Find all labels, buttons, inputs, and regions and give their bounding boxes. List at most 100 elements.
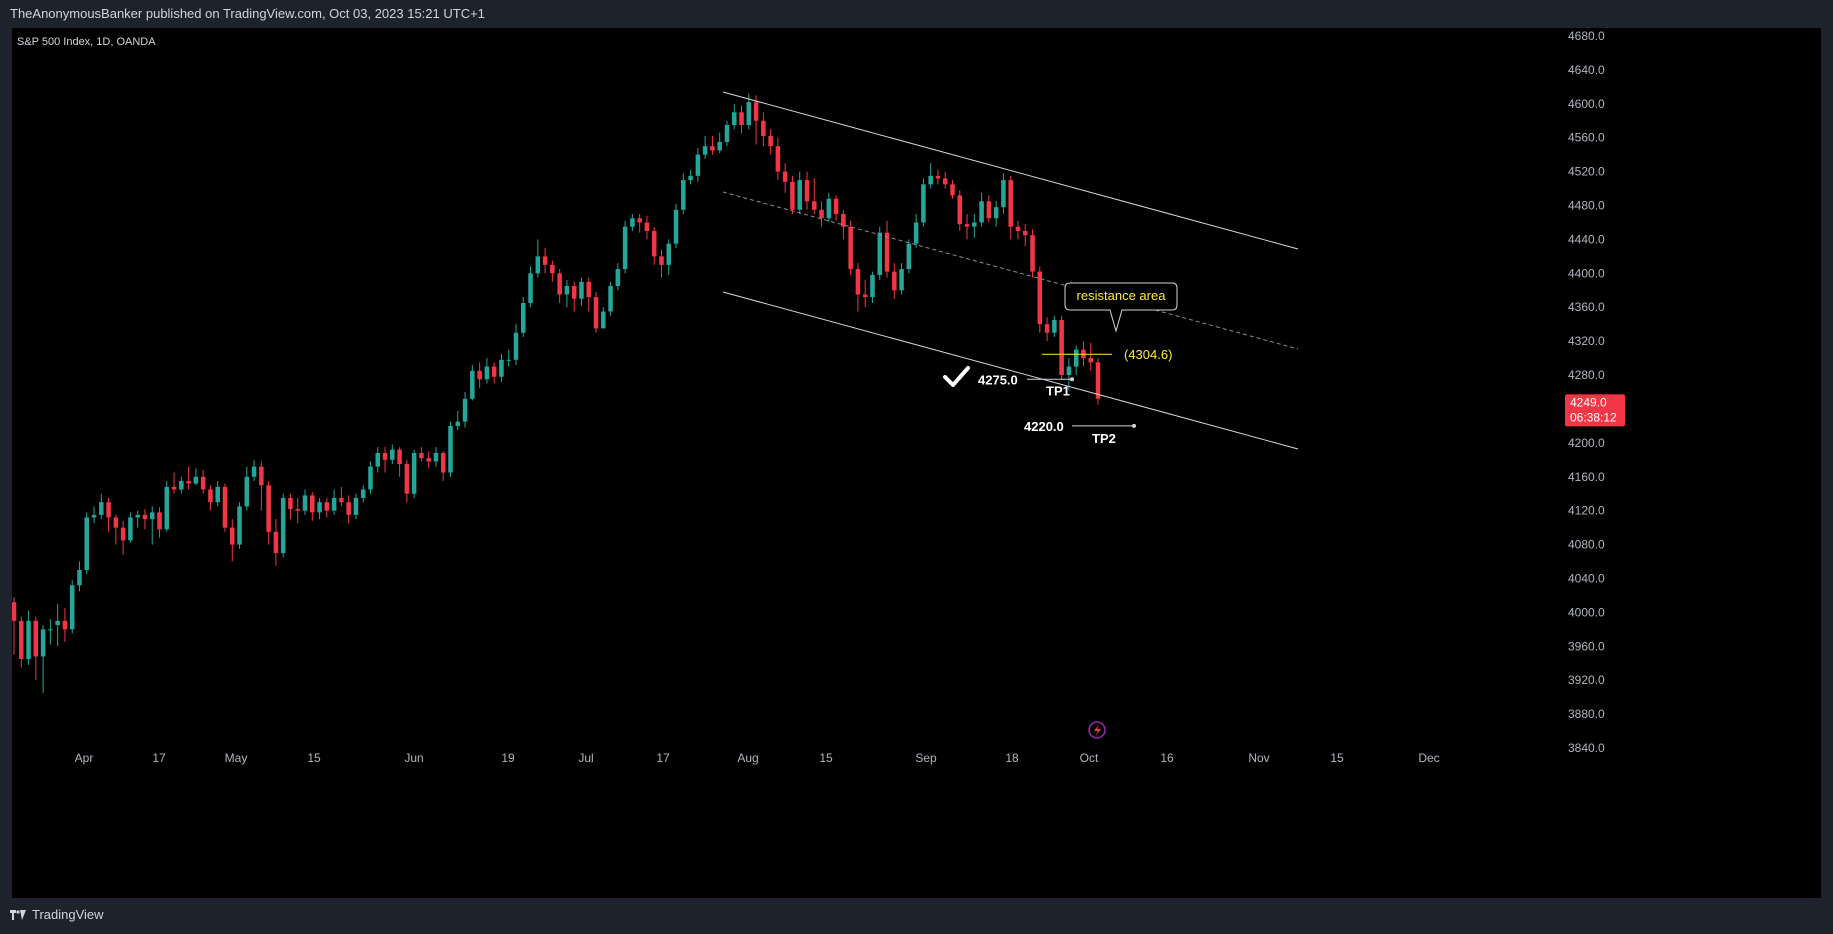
resistance-price-label: (4304.6)	[1124, 347, 1172, 362]
candle-body	[317, 502, 322, 513]
price-chart[interactable]: S&P 500 Index, 1D, OANDA 4680.0 4640.0 460…	[11, 28, 1821, 898]
y-tick-label: 4520.0	[1568, 165, 1605, 179]
candle-body	[491, 366, 497, 377]
candle-body	[339, 497, 344, 503]
candle-body	[637, 218, 642, 223]
y-tick-label: 4560.0	[1568, 131, 1605, 145]
x-tick-label: 15	[1330, 751, 1344, 765]
candle-body	[855, 269, 861, 295]
candle-body	[579, 281, 584, 299]
candle-body	[295, 508, 300, 511]
candle-body	[753, 102, 759, 121]
y-tick-label: 3840.0	[1568, 741, 1605, 755]
channel-lower-line	[722, 291, 1299, 450]
candle-body	[804, 180, 810, 202]
symbol-label: S&P 500 Index, 1D, OANDA	[17, 36, 156, 48]
tradingview-logo[interactable]: TradingView	[10, 907, 104, 922]
candle-body	[99, 502, 104, 515]
candle-body	[819, 209, 824, 219]
candle-body	[921, 184, 926, 223]
candle-body	[622, 226, 628, 270]
candle-body	[48, 629, 53, 631]
candle-body	[957, 195, 963, 225]
candle-body	[113, 517, 119, 528]
x-tick-label: 19	[501, 751, 515, 765]
x-tick-label: 15	[819, 751, 833, 765]
candle-body	[710, 146, 715, 151]
candle-body	[280, 497, 286, 554]
candle-body	[171, 486, 177, 490]
candle-body	[368, 466, 373, 490]
candle-body	[950, 184, 955, 196]
candle-body	[761, 120, 766, 137]
candle-body	[302, 495, 308, 511]
candle-body	[695, 154, 701, 176]
candle-body	[862, 294, 868, 298]
y-tick-label: 4200.0	[1568, 436, 1605, 450]
candle-body	[33, 620, 39, 657]
tp2-label: TP2	[1092, 431, 1116, 446]
x-tick-label: 16	[1160, 751, 1174, 765]
current-price-label: 4249.0	[1570, 395, 1607, 409]
candle-body	[513, 332, 519, 360]
candle-body	[506, 359, 511, 361]
y-tick-label: 4360.0	[1568, 300, 1605, 314]
checkmark-icon	[943, 366, 970, 387]
x-tick-label: Nov	[1248, 751, 1269, 765]
candle-body	[993, 207, 999, 219]
x-tick-label: Oct	[1080, 751, 1099, 765]
candle-body	[353, 497, 359, 515]
tp2-price-label: 4220.0	[1024, 419, 1064, 434]
candle-body	[142, 514, 148, 520]
x-tick-label: Apr	[75, 751, 94, 765]
candle-body	[411, 453, 417, 494]
candle-body	[477, 370, 482, 380]
candle-body	[630, 218, 635, 227]
candle-body	[986, 201, 992, 219]
candle-body	[848, 226, 853, 270]
candle-body	[535, 256, 541, 274]
lightning-bolt-icon	[1094, 724, 1101, 737]
candle-body	[521, 303, 526, 333]
candle-body	[106, 502, 111, 518]
candle-body	[273, 531, 279, 554]
y-tick-label: 4440.0	[1568, 232, 1605, 246]
candle-body	[200, 476, 206, 490]
candle-body	[26, 620, 31, 659]
candle-body	[724, 125, 730, 142]
candle-body	[19, 620, 24, 659]
candle-body	[746, 102, 752, 125]
chart-area[interactable]: S&P 500 Index, 1D, OANDA 4680.0 4640.0 460…	[11, 28, 1821, 898]
resistance-callout-text: resistance area	[1077, 288, 1167, 303]
candle-body	[62, 620, 68, 630]
candle-body	[775, 146, 781, 172]
candle-body	[928, 175, 933, 185]
channel-upper-line	[722, 91, 1299, 250]
current-price-badge	[1565, 394, 1625, 427]
candle-body	[972, 222, 977, 227]
candle-body	[179, 481, 184, 490]
candle-body	[906, 243, 912, 270]
candle-body	[651, 230, 657, 257]
channel-lines	[722, 91, 1299, 450]
candle-body	[812, 201, 817, 210]
candle-body	[1052, 319, 1057, 333]
published-text: TheAnonymousBanker published on TradingV…	[10, 6, 485, 21]
published-header: TheAnonymousBanker published on TradingV…	[0, 0, 1833, 28]
candle-body	[186, 481, 191, 484]
candle-body	[790, 181, 795, 210]
candle-body	[702, 146, 708, 155]
candle-body	[433, 453, 439, 462]
y-tick-label: 4000.0	[1568, 605, 1605, 619]
candle-body	[259, 466, 264, 486]
tp1-label: TP1	[1046, 383, 1070, 398]
candle-body	[288, 497, 293, 509]
candle-body	[91, 514, 97, 518]
candle-body	[550, 264, 555, 274]
candle-body	[324, 502, 330, 511]
tradingview-logo-icon	[10, 909, 26, 920]
candle-body	[346, 502, 351, 515]
candle-body	[1073, 349, 1079, 367]
y-tick-label: 3880.0	[1568, 707, 1605, 721]
candle-body	[390, 449, 395, 460]
